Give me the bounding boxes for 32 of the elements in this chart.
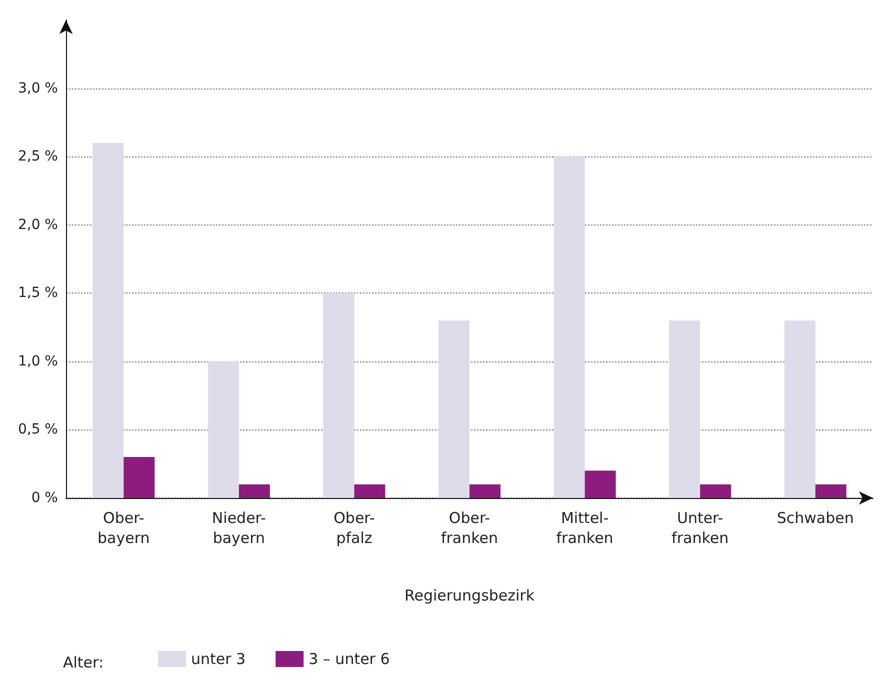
x-tick-label: Nieder- bayern [212, 509, 266, 547]
x-tick-label: Mittel- franken [556, 509, 614, 547]
x-tick-label: Ober- bayern [98, 509, 150, 547]
legend-label: 3 – unter 6 [308, 650, 390, 668]
bar [438, 320, 470, 498]
bar [323, 293, 354, 498]
bar [238, 484, 270, 498]
y-tick-label: 1,5 % [18, 285, 58, 302]
y-tick-label: 0,5 % [18, 422, 58, 438]
y-tick-label: 0 % [31, 490, 58, 506]
legend-title: Alter: [63, 654, 104, 672]
bar [784, 320, 816, 498]
bar [700, 484, 732, 498]
bar [584, 470, 616, 498]
x-tick-label: Ober- pfalz [334, 509, 375, 547]
y-tick-label: 1,0 % [18, 353, 58, 370]
bar [92, 142, 124, 498]
legend-label: unter 3 [191, 650, 246, 668]
bar [669, 320, 700, 498]
y-tick-label: 3,0 % [18, 80, 58, 96]
x-tick-label: Unter- franken [672, 509, 729, 547]
x-tick-label: Ober- franken [440, 509, 498, 547]
bar [815, 484, 846, 498]
y-tick-label: 2,0 % [18, 216, 58, 233]
x-tick-label: Schwaben [776, 509, 854, 527]
bar [124, 457, 155, 498]
bar [208, 361, 239, 498]
y-tick-label: 2,5 % [18, 148, 58, 165]
bar [470, 484, 500, 498]
x-axis-title: Regierungsbezirk [404, 586, 535, 604]
bar [354, 484, 386, 498]
bar [554, 156, 585, 498]
